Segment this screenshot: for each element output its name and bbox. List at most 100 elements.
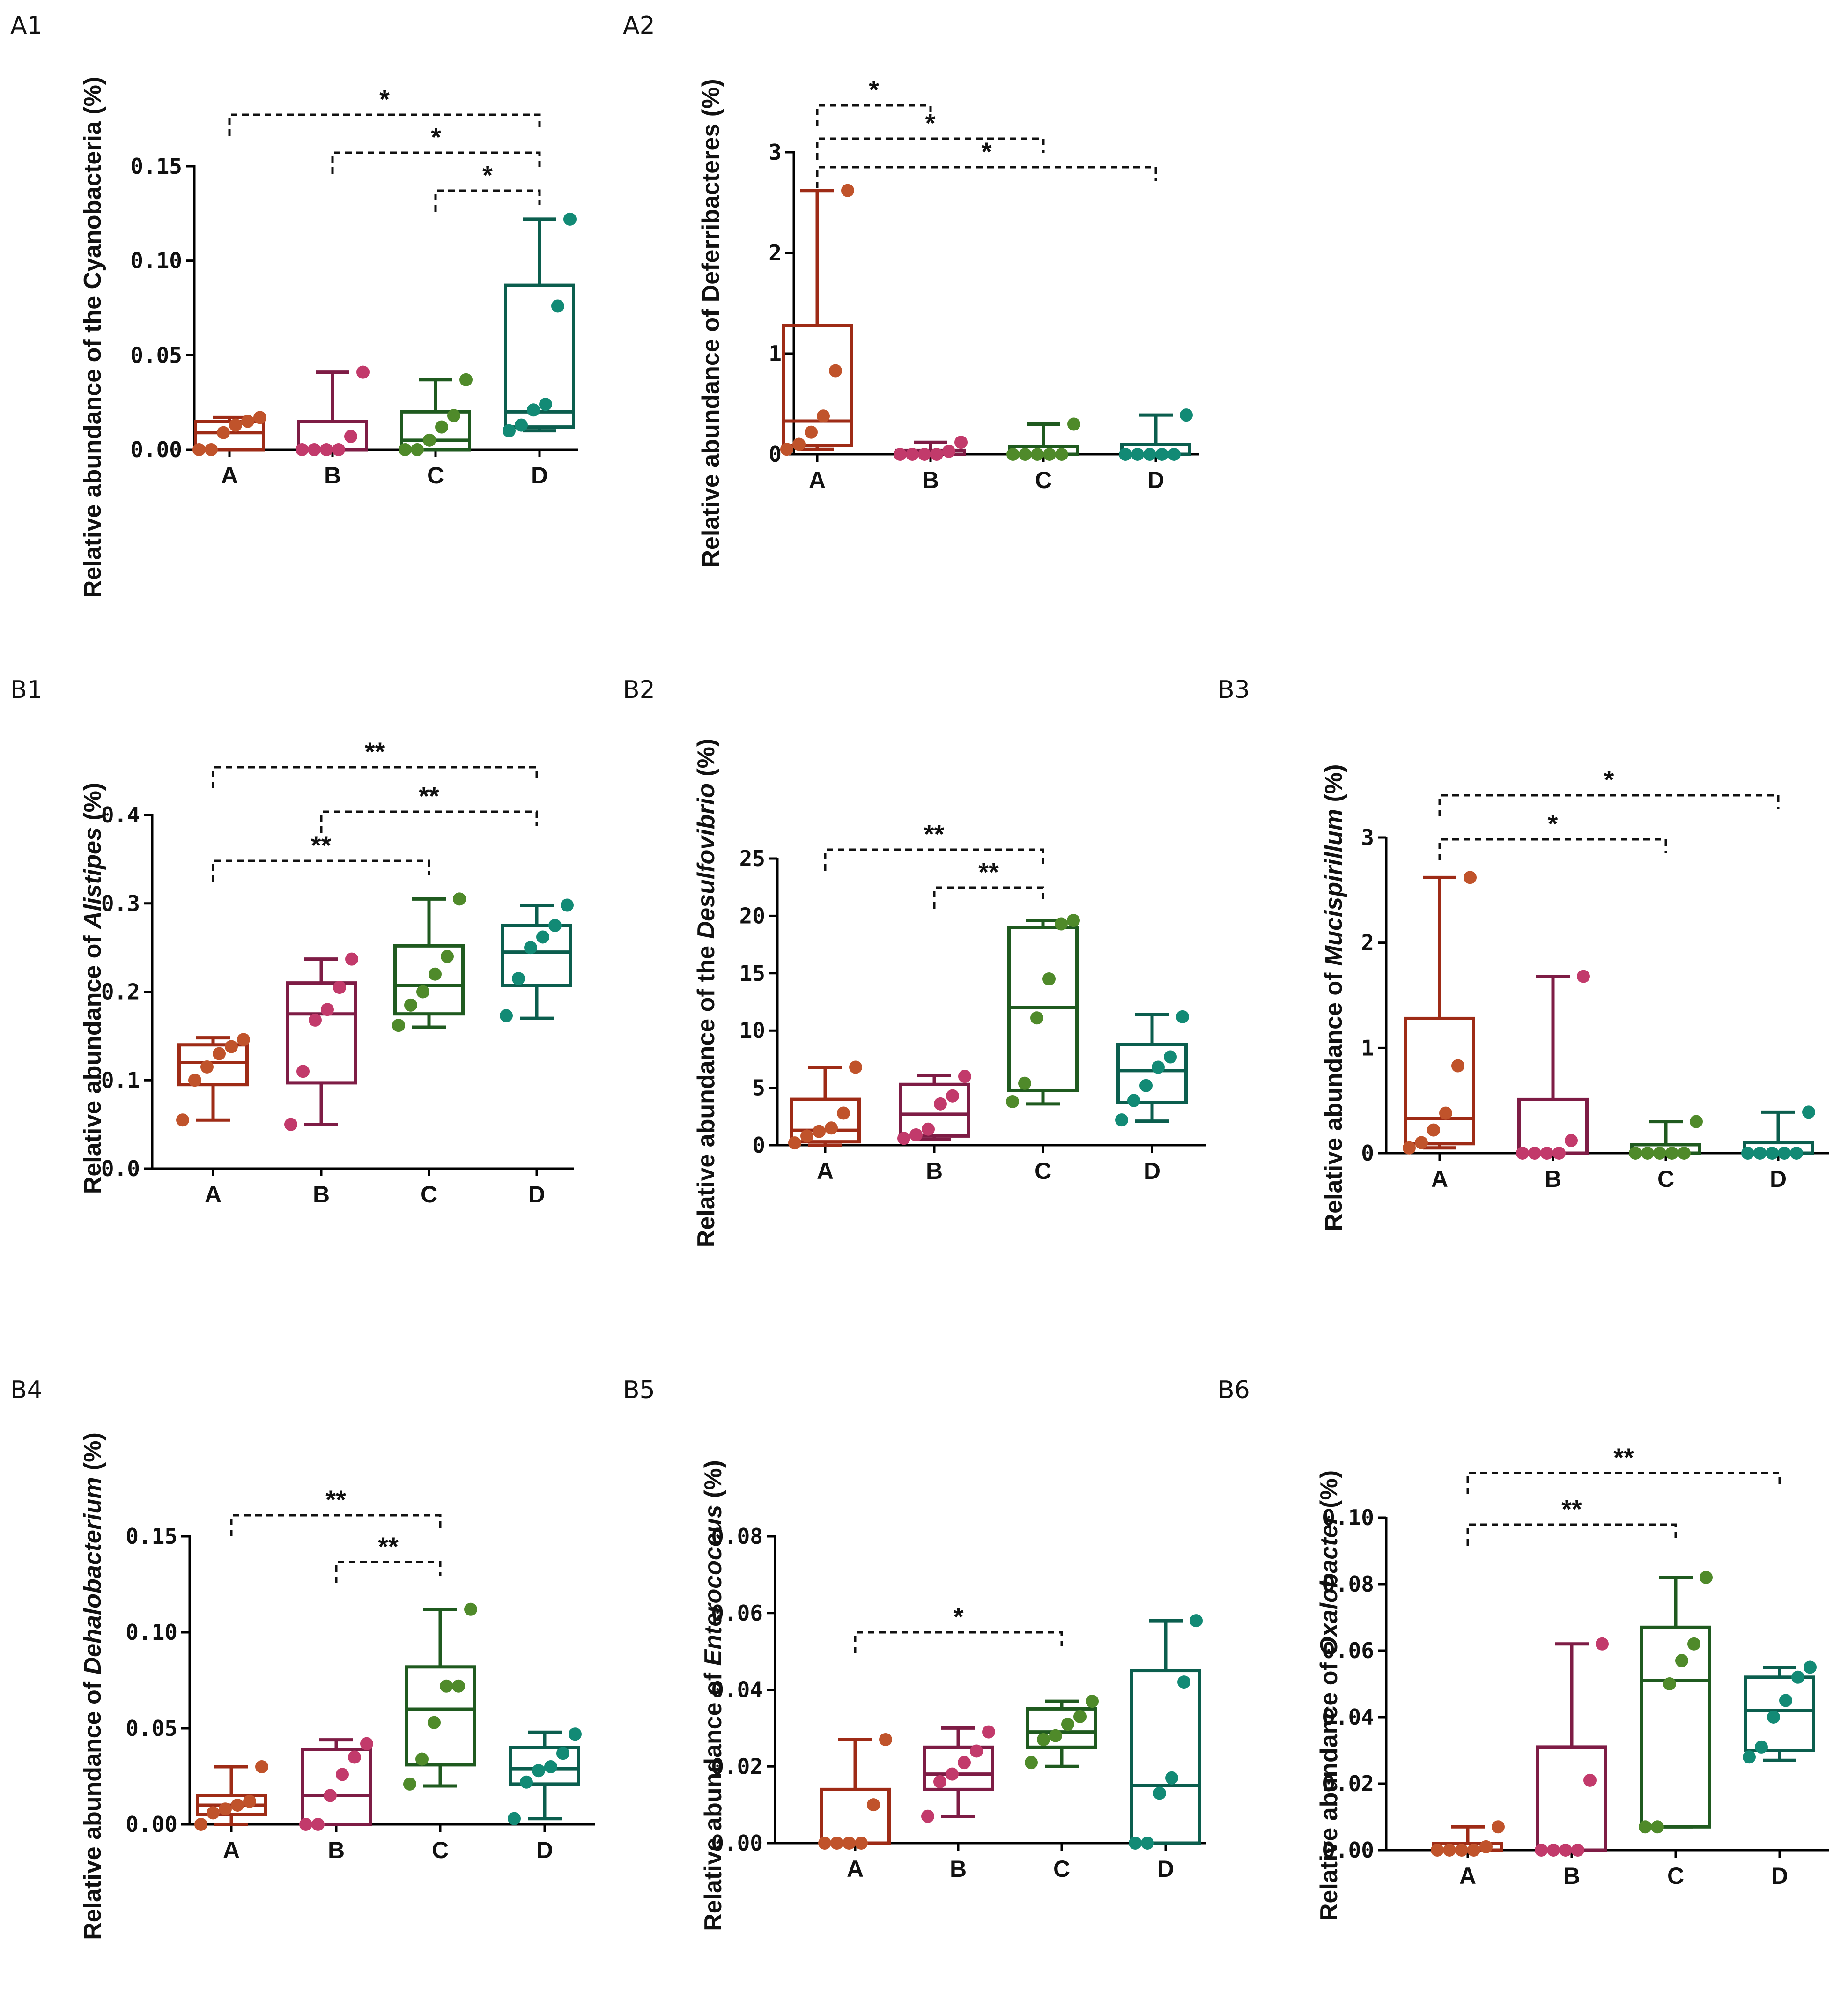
data-point [1049,1729,1062,1742]
box-group-d [1741,1105,1815,1160]
data-point [1778,1147,1791,1160]
box-group-b [1516,970,1590,1160]
data-point [1675,1654,1688,1667]
data-point [829,364,842,378]
data-point [1700,1571,1713,1584]
y-axis-label: Relative abundance of the Cyanobacteria … [79,77,106,598]
box-iqr [501,924,572,987]
sig-label: * [1548,809,1558,838]
data-point [1741,1147,1754,1160]
data-point [333,981,346,994]
data-point [1571,1844,1584,1857]
data-point [1086,1695,1099,1708]
box-group-d [500,898,574,1022]
data-point [1467,1844,1480,1857]
x-category-label-b: B [328,1837,345,1863]
data-point [1176,1010,1189,1023]
y-axis-label-part: Relative abundance of the Cyanobacteria … [79,77,106,598]
data-point [1804,1660,1817,1674]
x-category-label-d: D [1144,1158,1161,1184]
sig-bracket: * [228,84,541,136]
data-point [1464,871,1477,884]
y-axis-label: Relative abundance of Dehalobacterium (%… [79,1432,106,1940]
y-axis-label: Relative abundance of Alistipes (%) [79,783,106,1194]
data-point [308,443,321,456]
x-category-label-b: B [1545,1166,1561,1192]
data-point [1143,448,1156,461]
data-point [447,409,460,422]
sig-bracket: ** [230,1485,442,1536]
box-group-c [1629,1115,1703,1160]
y-axis-label-part: Relative abundance of [79,1674,106,1940]
data-point [428,1716,441,1729]
y-tick-label: 0.04 [1322,1704,1374,1730]
data-point [1025,1756,1038,1770]
y-axis-label: Relative abundance of Enterococcus (%) [700,1460,727,1931]
sig-label: ** [365,737,385,766]
data-point [918,448,931,461]
y-tick-label: 0 [1361,1141,1374,1166]
box-group-c [392,892,466,1032]
data-point [459,373,473,386]
data-point [946,1089,959,1103]
y-axis-label: Relative abundance of Mucispirillum (%) [1320,764,1347,1231]
x-category-label-a: A [223,1837,240,1863]
data-point [1131,448,1144,461]
data-point [229,418,242,432]
y-tick-label: 10 [739,1018,765,1043]
sig-bracket: * [1438,765,1780,816]
x-category-label-b: B [1563,1863,1580,1889]
y-tick-label: 0.15 [126,1524,177,1549]
data-point [1641,1147,1654,1160]
data-point [508,1812,521,1825]
data-point [1479,1840,1493,1853]
data-point [512,972,525,985]
data-point [805,425,818,439]
data-point [1055,917,1068,931]
data-point [958,1070,971,1083]
box-iqr [405,1665,476,1767]
box-iqr [1640,1625,1711,1829]
x-category-label-b: B [324,462,341,489]
sig-bracket: * [1438,809,1667,860]
data-point [1552,1147,1566,1160]
sig-label: ** [1561,1494,1582,1524]
x-category-label-d: D [1770,1166,1787,1192]
data-point [253,411,266,424]
data-point [830,1837,843,1850]
x-category-label-a: A [847,1856,864,1882]
data-point [556,1747,569,1760]
data-point [1559,1844,1572,1857]
data-point [527,403,540,417]
data-point [520,1775,533,1789]
data-point [237,1033,250,1046]
x-category-label-c: C [1035,467,1052,493]
box-group-a [1431,1820,1505,1857]
data-point [1767,1711,1780,1724]
data-point [536,930,549,944]
data-point [1547,1844,1560,1857]
data-point [441,950,454,963]
sig-label: * [482,160,493,190]
data-point [1565,1134,1578,1148]
y-tick-label: 0.06 [1322,1638,1374,1663]
data-point [320,443,333,456]
data-point [194,1818,207,1831]
data-point [867,1798,880,1812]
data-point [539,398,552,411]
box-group-a [194,1760,268,1831]
data-point [946,1767,959,1781]
sig-bracket: * [854,1602,1063,1653]
box-group-a [176,1033,250,1127]
data-point [1006,1095,1019,1108]
data-point [231,1799,244,1812]
data-point [982,1725,995,1739]
y-axis-label-part: Relative abundance of Deferribacteres (%… [697,79,724,567]
data-point [544,1760,557,1773]
data-point [532,1764,545,1778]
data-point [1528,1147,1541,1160]
x-category-label-c: C [1053,1856,1070,1882]
panel-label: A1 [10,12,43,40]
data-point [188,1074,201,1087]
